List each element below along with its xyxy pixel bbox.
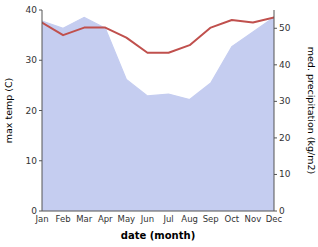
left-tick [39, 160, 42, 161]
right-tick [274, 28, 277, 29]
right-tick [274, 211, 277, 212]
x-tick-label: Jul [162, 214, 173, 224]
marks [42, 17, 274, 211]
left-tick-label: 20 [26, 106, 38, 116]
right-tick [274, 101, 277, 102]
x-tick-label: May [118, 214, 136, 224]
left-tick [39, 211, 42, 212]
right-tick-label: 50 [279, 23, 291, 33]
left-tick [39, 110, 42, 111]
x-tick-label: Feb [56, 214, 71, 224]
temperature-line [42, 18, 274, 53]
right-tick [274, 137, 277, 138]
right-axis-line [274, 10, 275, 211]
right-tick-label: 20 [279, 133, 291, 143]
x-tick-label: Aug [181, 214, 198, 224]
right-tick [274, 174, 277, 175]
x-tick-label: Nov [245, 214, 262, 224]
left-tick-label: 30 [26, 55, 38, 65]
right-tick [274, 64, 277, 65]
right-axis-label: med. precipitation (kg/m2) [306, 47, 317, 174]
x-tick-label: Mar [76, 214, 93, 224]
left-tick [39, 10, 42, 11]
x-tick-label: Sep [203, 214, 219, 224]
right-tick-label: 30 [279, 96, 291, 106]
x-tick-label: Apr [98, 214, 113, 224]
x-tick-label: Dec [266, 214, 283, 224]
x-tick-label: Oct [224, 214, 239, 224]
precipitation-outline [42, 17, 274, 99]
right-tick-label: 10 [279, 169, 291, 179]
x-tick-label: Jan [34, 214, 48, 224]
left-axis-label: max temp (C) [3, 78, 14, 144]
left-tick-label: 10 [26, 156, 38, 166]
chart: 01020304001020304050JanFebMarAprMayJunJu… [0, 0, 318, 247]
x-axis-label: date (month) [121, 230, 195, 241]
left-tick-label: 40 [26, 5, 38, 15]
left-tick [39, 60, 42, 61]
x-axis-line [42, 211, 274, 212]
precipitation-area [42, 17, 274, 211]
right-tick-label: 40 [279, 60, 291, 70]
x-tick-label: Jun [140, 214, 154, 224]
